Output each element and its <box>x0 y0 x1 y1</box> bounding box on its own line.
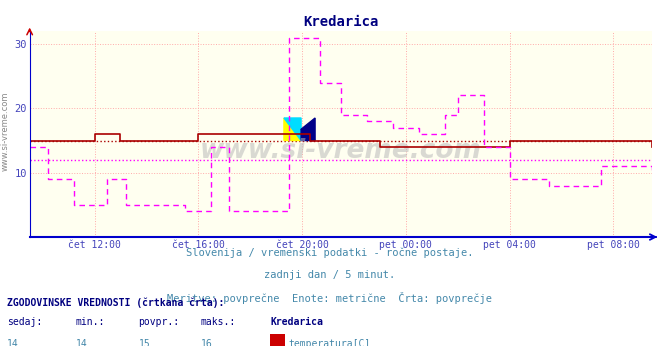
Text: 15: 15 <box>138 339 150 346</box>
Text: 14: 14 <box>7 339 18 346</box>
Text: min.:: min.: <box>76 317 105 327</box>
Text: sedaj:: sedaj: <box>7 317 42 327</box>
Text: temperatura[C]: temperatura[C] <box>288 339 370 346</box>
Text: Meritve: povprečne  Enote: metrične  Črta: povprečje: Meritve: povprečne Enote: metrične Črta:… <box>167 292 492 304</box>
Text: zadnji dan / 5 minut.: zadnji dan / 5 minut. <box>264 270 395 280</box>
Text: 16: 16 <box>201 339 213 346</box>
Text: www.si-vreme.com: www.si-vreme.com <box>1 92 10 171</box>
Polygon shape <box>284 118 301 140</box>
Text: 14: 14 <box>76 339 88 346</box>
Polygon shape <box>301 129 315 140</box>
Text: Slovenija / vremenski podatki - ročne postaje.: Slovenija / vremenski podatki - ročne po… <box>186 247 473 258</box>
Title: Kredarica: Kredarica <box>303 15 379 29</box>
Text: ZGODOVINSKE VREDNOSTI (črtkana črta):: ZGODOVINSKE VREDNOSTI (črtkana črta): <box>7 298 224 308</box>
Text: maks.:: maks.: <box>201 317 236 327</box>
Polygon shape <box>301 118 315 140</box>
Polygon shape <box>284 118 301 140</box>
Text: www.si-vreme.com: www.si-vreme.com <box>200 138 482 164</box>
Text: povpr.:: povpr.: <box>138 317 179 327</box>
Text: Kredarica: Kredarica <box>270 317 323 327</box>
